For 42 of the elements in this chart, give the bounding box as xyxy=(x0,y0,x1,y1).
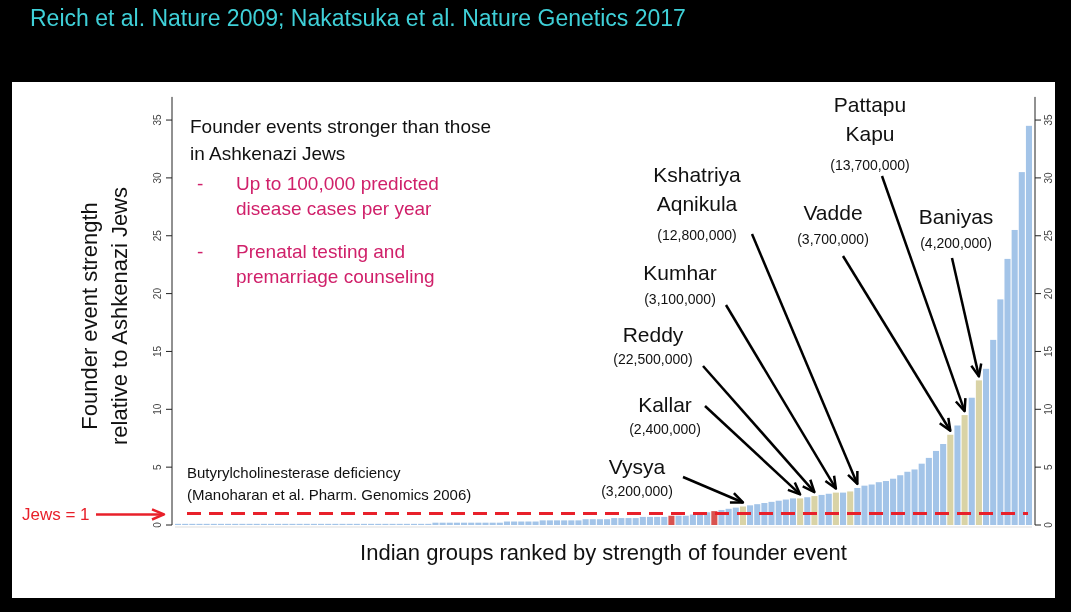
annotation: Kallar (2,400,000) xyxy=(629,393,701,437)
y2-tick-label: 15 xyxy=(1043,345,1054,358)
bar xyxy=(975,380,982,525)
bar xyxy=(668,515,675,525)
bar xyxy=(954,425,961,525)
y-tick-label: 5 xyxy=(152,463,163,470)
bar xyxy=(961,415,968,525)
y2-tick-label: 0 xyxy=(1043,521,1054,528)
y-tick-label: 35 xyxy=(152,114,163,126)
y2-tick-label: 30 xyxy=(1043,171,1054,184)
bar xyxy=(968,397,975,525)
bar xyxy=(947,434,954,525)
bar xyxy=(840,492,847,525)
annotation: Vadde (3,700,000) xyxy=(797,201,869,247)
bar xyxy=(797,498,804,525)
annotation: Founder events stronger than those in Ashkenazi Jews xyxy=(190,116,492,164)
annotation: Kumhar (3,100,000) xyxy=(643,261,717,307)
y-tick-label: 30 xyxy=(152,171,163,184)
y2-tick-label: 20 xyxy=(1043,287,1054,300)
annotation: Reddy (22,500,000) xyxy=(613,323,693,367)
y-tick-label: 0 xyxy=(152,521,163,528)
text: - Prenatal testing and premarriage counseling xyxy=(197,241,435,287)
chart-title: Reich et al. Nature 2009; Nakatsuka et al. Nature Genetics 2017 xyxy=(30,5,686,31)
y-tick-label: 10 xyxy=(152,403,163,415)
text: - Up to 100,000 predicted disease cases per year xyxy=(197,173,439,219)
y2-tick-label: 5 xyxy=(1043,463,1054,470)
annotation: Kshatriya Aqnikula (12,800,000) xyxy=(653,163,742,243)
y-tick-label: 25 xyxy=(152,229,163,242)
y2-tick-label: 35 xyxy=(1043,114,1054,126)
annotation: Vysya (3,200,000) xyxy=(601,455,673,499)
y-axis-title: Founder event strength relative to Ashkenazi Jews xyxy=(77,186,132,446)
y-tick-label: 20 xyxy=(152,287,163,300)
bar xyxy=(711,511,718,525)
bar xyxy=(847,491,854,525)
y-tick-label: 15 xyxy=(152,345,163,358)
annotation: Pattapu Kapu (13,700,000) xyxy=(830,93,910,173)
y2-tick-label: 25 xyxy=(1043,229,1054,242)
annotation: Butyrylcholinesterase deficiency (Manoharan et al. Pharm. Genomics 2006) xyxy=(187,464,472,503)
annotation: Baniyas (4,200,000) xyxy=(918,205,994,251)
x-axis-title: Indian groups ranked by strength of founder event xyxy=(360,540,847,565)
ref-line-label: Jews = 1 xyxy=(22,505,90,525)
y2-tick-label: 10 xyxy=(1043,403,1054,415)
